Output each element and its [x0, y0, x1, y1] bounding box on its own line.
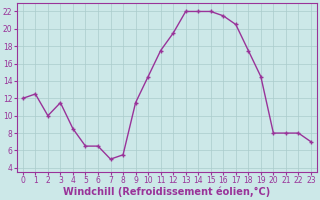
X-axis label: Windchill (Refroidissement éolien,°C): Windchill (Refroidissement éolien,°C)	[63, 187, 270, 197]
